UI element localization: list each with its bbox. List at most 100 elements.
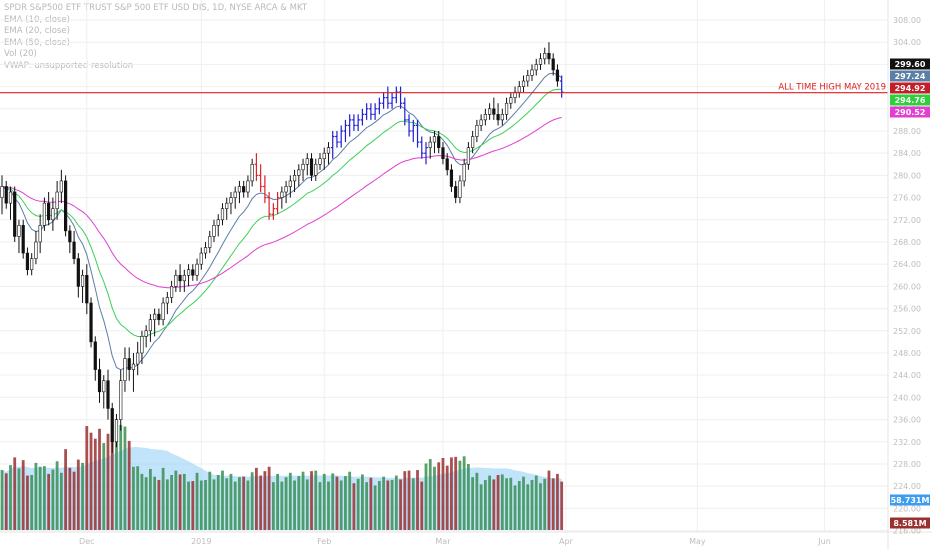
candle-body [21,225,25,254]
volume-bar [21,460,25,530]
volume-bar [450,457,453,530]
price-tag-label: 294.92 [895,84,926,93]
price-tick-label: 260.00 [893,282,921,291]
candle-body [326,147,331,154]
candle-body [530,69,534,76]
volume-bar [534,475,538,530]
price-tag [890,70,930,82]
volume-bar [93,438,97,530]
price-tick-label: 240.00 [893,393,921,402]
volume-bar [399,479,402,530]
candle-body [182,274,186,282]
candle-body [30,258,34,271]
volume-bar [144,477,148,530]
price-tick-label: 252.00 [893,327,921,336]
candle-body [517,86,521,93]
volume-bar [433,466,436,530]
volume-bar [365,482,369,530]
volume-bar [157,479,161,530]
volume-bar [174,470,178,530]
volume-bar [0,470,4,530]
volume-bar [560,481,564,530]
candle-body [314,163,318,176]
candle-body [534,64,538,71]
legend-symbol-title[interactable]: SPDR S&P500 ETF TRUST S&P 500 ETF USD DI… [4,3,308,13]
volume-bar [500,474,504,530]
candle-body [500,114,504,121]
volume-bar [165,479,169,530]
price-tick-label: 268.00 [893,238,921,247]
volume-bar [76,459,80,530]
candle-body [106,380,110,409]
volume-bar [246,480,250,530]
candle-body [153,313,157,320]
candle-body [216,219,220,226]
price-tick-label: 288.00 [893,127,921,136]
candle-body [547,52,551,60]
volume-bar [403,471,407,530]
volume-bar [68,467,72,530]
volume-bar [43,466,46,530]
volume-bar [85,426,89,530]
candle-body [509,97,513,104]
candle-body [25,252,30,271]
legend-ema20[interactable]: EMA (20, close) [4,26,70,37]
volume-tag-label: 8.581M [893,519,926,528]
candle-body [462,163,466,182]
volume-bar [407,470,411,530]
candle-body [543,52,547,60]
volume-bar [187,481,190,530]
volume-bar [310,471,313,530]
candle-body [55,191,59,209]
volume-bar [255,467,258,530]
legend-vwap[interactable]: VWAP: unsupported resolution [4,60,134,71]
candle-body [496,114,500,121]
volume-bar [263,471,267,530]
volume-tag-label: 58.731M [891,496,930,505]
volume-bar [115,442,118,530]
candle-body [51,208,55,221]
candle-body [140,336,144,354]
legend-ema50[interactable]: EMA (50, close) [4,37,70,48]
volume-bar [420,481,424,530]
price-tag [890,94,930,106]
volume-bar [428,459,432,530]
candle-body [479,119,483,126]
volume-bar [267,466,271,530]
candle-body [144,330,148,337]
volume-bar [492,479,496,530]
volume-bar [123,426,127,530]
price-tick-label: 224.00 [893,482,921,491]
volume-bar [543,478,547,530]
volume-bar [293,480,296,530]
volume-bar [288,472,292,530]
price-tag-label: 299.60 [895,60,926,69]
volume-bar [59,472,63,530]
volume-bar [64,449,67,530]
legend-volume[interactable]: Vol (20) [4,49,37,60]
volume-bar [250,472,254,530]
price-tag-label: 294.76 [895,96,926,105]
volume-bar [98,428,101,530]
volume-bar [161,467,165,530]
candle-body [148,319,153,332]
candle-body [47,202,51,221]
volume-bar [556,473,559,530]
time-tick-label: Jun [817,537,831,546]
volume-bar [335,476,339,530]
price-tag-label: 290.52 [895,108,926,117]
volume-bar [522,476,525,530]
volume-bar [212,479,216,530]
candle-body [437,136,441,148]
candle-body [34,241,38,259]
candle-body [504,102,509,115]
price-tick-label: 248.00 [893,349,921,358]
volume-bar [475,472,479,530]
volume-bar [488,475,491,530]
volume-bar [344,476,347,530]
volume-bar [369,477,373,530]
volume-bar [454,456,458,530]
time-tick-label: Feb [317,537,331,546]
price-tick-label: 256.00 [893,305,921,314]
